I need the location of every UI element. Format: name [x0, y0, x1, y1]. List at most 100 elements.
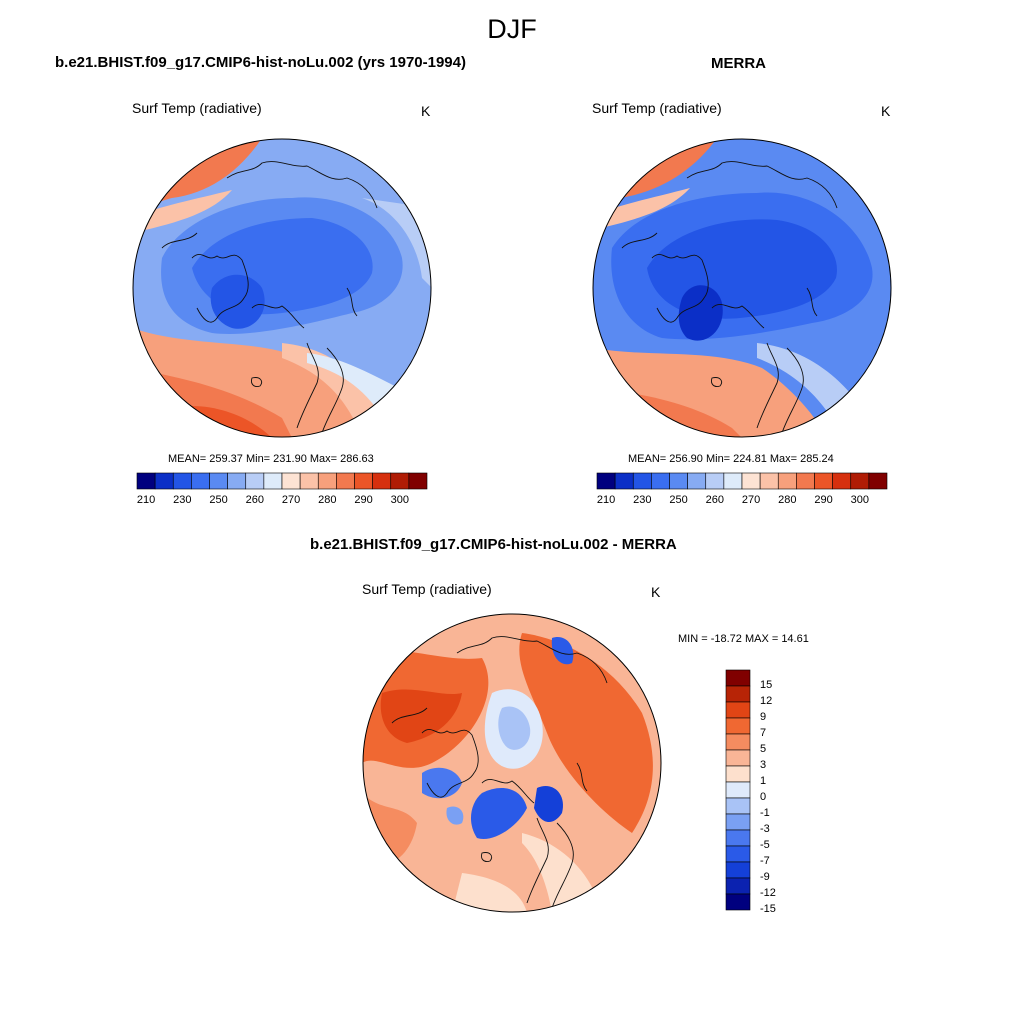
colorbar-swatch	[725, 701, 751, 719]
colorbar-swatch	[614, 472, 634, 490]
colorbar-swatch	[832, 472, 852, 490]
colorbar-swatch	[705, 472, 725, 490]
colorbar-tick-label: -15	[760, 903, 776, 915]
colorbar-swatch	[725, 685, 751, 703]
colorbar-tick-label: 250	[209, 494, 228, 506]
obs-colorbar	[596, 472, 888, 490]
colorbar-tick-label: 280	[778, 494, 797, 506]
diff-variable-label: Surf Temp (radiative)	[362, 581, 492, 597]
colorbar-tick-label: 260	[245, 494, 264, 506]
obs-stats: MEAN= 256.90 Min= 224.81 Max= 285.24	[628, 453, 834, 465]
model-polar-map	[132, 138, 432, 438]
colorbar-tick-label: 9	[760, 711, 767, 723]
model-colorbar-ticks: 210 230 250 260 270 280 290 300	[137, 494, 427, 508]
obs-panel-title: MERRA	[711, 55, 766, 72]
colorbar-tick-label: 230	[633, 494, 652, 506]
colorbar-swatch	[245, 472, 265, 490]
colorbar-swatch	[191, 472, 210, 490]
colorbar-tick-label: 5	[760, 743, 767, 755]
colorbar-tick-label: 290	[814, 494, 833, 506]
colorbar-swatch	[632, 472, 652, 490]
figure-title: DJF	[487, 14, 537, 44]
model-stats: MEAN= 259.37 Min= 231.90 Max= 286.63	[168, 453, 374, 465]
diff-colorbar	[725, 669, 751, 911]
colorbar-tick-label: 300	[850, 494, 869, 506]
colorbar-swatch	[390, 472, 410, 490]
colorbar-swatch	[281, 472, 301, 490]
colorbar-swatch	[759, 472, 779, 490]
obs-colorbar-ticks: 210 230 250 260 270 280 290 300	[597, 494, 887, 508]
colorbar-swatch	[725, 733, 751, 751]
model-variable-label: Surf Temp (radiative)	[132, 100, 262, 116]
colorbar-swatch	[796, 472, 815, 490]
colorbar-tick-label: 210	[596, 494, 616, 506]
colorbar-swatch	[317, 472, 337, 490]
colorbar-tick-label: 0	[760, 791, 767, 803]
colorbar-swatch	[725, 717, 751, 735]
colorbar-tick-label: 1	[760, 775, 767, 787]
diff-panel-title: b.e21.BHIST.f09_g17.CMIP6-hist-noLu.002 …	[310, 536, 677, 553]
colorbar-swatch	[651, 472, 670, 490]
colorbar-swatch	[209, 472, 228, 490]
colorbar-swatch	[136, 472, 156, 490]
diff-colorbar-ticks: 15 12 9 7 5 3 1 0 -1 -3 -5 -7 -9 -12 -15	[760, 670, 800, 915]
colorbar-tick-label: -5	[760, 839, 770, 851]
colorbar-swatch	[227, 472, 247, 490]
colorbar-swatch	[596, 472, 616, 490]
colorbar-swatch	[725, 813, 751, 831]
colorbar-swatch	[172, 472, 192, 490]
colorbar-swatch	[777, 472, 797, 490]
diff-units-label: K	[651, 584, 661, 600]
colorbar-tick-label: -7	[760, 855, 770, 867]
colorbar-tick-label: 7	[760, 727, 767, 739]
colorbar-swatch	[669, 472, 688, 490]
colorbar-tick-label: 210	[136, 494, 156, 506]
colorbar-tick-label: -1	[760, 807, 770, 819]
colorbar-swatch	[687, 472, 707, 490]
obs-variable-label: Surf Temp (radiative)	[592, 100, 722, 116]
colorbar-swatch	[299, 472, 319, 490]
colorbar-swatch	[725, 893, 751, 911]
colorbar-tick-label: -9	[760, 871, 770, 883]
colorbar-swatch	[372, 472, 392, 490]
diff-stats: MIN = -18.72 MAX = 14.61	[678, 633, 809, 645]
colorbar-swatch	[868, 472, 888, 490]
colorbar-swatch	[725, 829, 751, 847]
colorbar-tick-label: 230	[173, 494, 192, 506]
model-panel-title: b.e21.BHIST.f09_g17.CMIP6-hist-noLu.002 …	[55, 54, 466, 71]
colorbar-swatch	[725, 669, 751, 687]
colorbar-swatch	[723, 472, 743, 490]
colorbar-swatch	[408, 472, 428, 490]
colorbar-tick-label: 15	[760, 679, 773, 691]
colorbar-swatch	[154, 472, 174, 490]
colorbar-swatch	[725, 797, 751, 815]
obs-polar-map	[592, 138, 892, 438]
colorbar-swatch	[725, 781, 751, 799]
colorbar-tick-label: 3	[760, 759, 767, 771]
model-colorbar	[136, 472, 428, 490]
colorbar-swatch	[725, 861, 751, 879]
colorbar-swatch	[725, 845, 751, 863]
colorbar-swatch	[354, 472, 373, 490]
colorbar-tick-label: -3	[760, 823, 770, 835]
colorbar-tick-label: 280	[318, 494, 337, 506]
colorbar-swatch	[850, 472, 870, 490]
colorbar-tick-label: 270	[741, 494, 761, 506]
colorbar-tick-label: -12	[760, 887, 776, 899]
model-units-label: K	[421, 103, 431, 119]
colorbar-tick-label: 250	[669, 494, 688, 506]
colorbar-swatch	[814, 472, 833, 490]
colorbar-swatch	[725, 877, 751, 895]
colorbar-swatch	[725, 765, 751, 783]
obs-units-label: K	[881, 103, 891, 119]
colorbar-tick-label: 260	[705, 494, 724, 506]
colorbar-tick-label: 12	[760, 695, 773, 707]
colorbar-swatch	[741, 472, 761, 490]
colorbar-tick-label: 300	[390, 494, 409, 506]
colorbar-swatch	[336, 472, 355, 490]
colorbar-tick-label: 290	[354, 494, 373, 506]
diff-polar-map	[362, 613, 662, 913]
colorbar-swatch	[725, 749, 751, 767]
colorbar-tick-label: 270	[281, 494, 301, 506]
colorbar-swatch	[263, 472, 283, 490]
